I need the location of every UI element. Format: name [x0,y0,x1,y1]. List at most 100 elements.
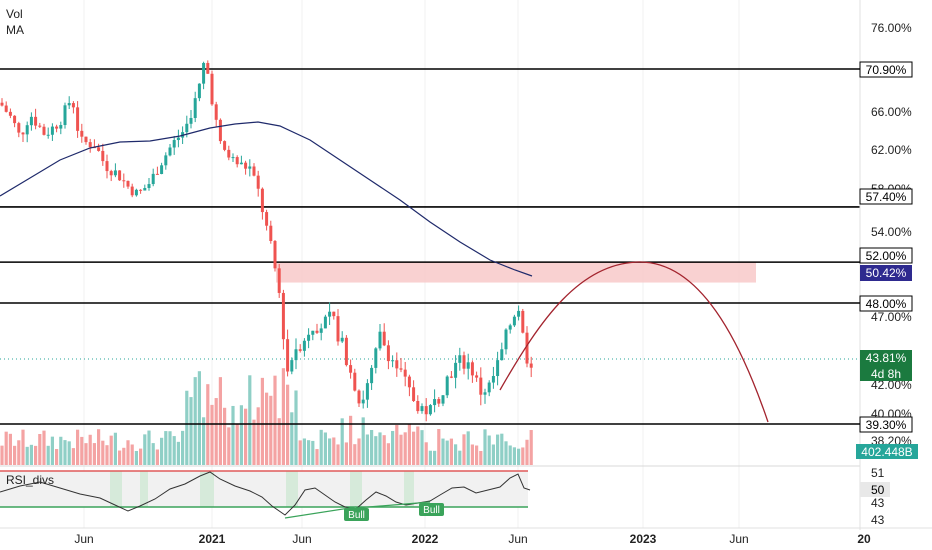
candle-body [134,189,138,196]
candle-body [0,102,4,106]
volume-bar [462,434,466,465]
svg-text:4d 8h: 4d 8h [871,367,901,381]
candle-body [176,137,180,141]
candle-body [332,311,336,317]
volume-bar [176,441,180,465]
rsi-highlights [110,471,414,507]
candle-body [63,105,67,126]
candle-body [38,125,42,127]
volume-bar [252,419,256,465]
candle-body [399,368,403,370]
candle-body [491,376,495,383]
volume-bar [382,435,386,465]
candle-body [84,136,88,143]
candle-body [139,189,143,191]
volume-bar [323,432,327,465]
candle-body [193,98,197,118]
volume-bar [508,445,512,465]
candle-body [353,372,357,391]
volume-bar [298,440,302,465]
volume-bar [458,450,462,465]
volume-bar [487,435,491,465]
candle-body [403,369,407,377]
volume-bar [210,404,214,465]
candle-body [25,125,29,135]
volume-bar [517,448,521,465]
rsi-tick: 51 [871,466,885,480]
volume-bar [193,377,197,465]
vol-legend[interactable]: Vol [6,7,23,21]
candle-body [46,134,50,136]
rsi-highlight [140,471,148,507]
candle-body [113,170,117,176]
candle-body [336,316,340,342]
candle-body [391,360,395,362]
candle-body [80,130,84,137]
volume-bar [38,433,42,465]
svg-text:39.30%: 39.30% [866,418,907,432]
candle-body [315,330,319,333]
bull-divergence-line-2 [355,501,431,509]
volume-bar [147,430,151,465]
candle-body [210,73,214,105]
volume-bar [386,443,390,465]
volume-bar [80,436,84,465]
rsi-legend[interactable]: RSI_divs [6,473,54,487]
candle-body [214,104,218,120]
candle-body [29,116,33,126]
candle-body [420,406,424,412]
bull-label-2: Bull [419,503,444,516]
candle-body [483,392,487,395]
volume-bar [428,450,432,465]
volume-bar [521,447,525,465]
candle-body [202,62,206,84]
candle-body [441,395,445,404]
volume-bar [437,429,441,465]
candle-body [319,328,323,333]
volume-bar [189,397,193,465]
svg-text:Bull: Bull [348,510,365,521]
rsi-highlight [110,471,122,507]
candle-body [34,116,38,126]
volume-bar [374,436,378,465]
candle-body [344,337,348,366]
volume-bar [105,445,109,465]
volume-bar [399,434,403,465]
time-axis[interactable]: Jun 2021 Jun 2022 Jun 2023 Jun 20 [0,527,932,546]
volume-label: 402.448B [856,444,918,459]
level-label-57-40: 57.40% [859,188,913,205]
volume-bar [55,449,59,465]
x-tick: Jun [729,532,748,546]
volume-bar [315,449,319,465]
volume-bar [71,448,75,465]
volume-bar [126,440,130,465]
candle-body [8,111,12,116]
volume-bar [214,398,218,465]
price-axis[interactable]: 76.00% 66.00% 62.00% 58.00% 54.00% 47.00… [856,0,918,530]
candle-body [529,363,533,368]
volume-bar [185,390,189,465]
volume-bar [244,408,248,465]
candle-body [328,311,332,317]
volume-bar [223,407,227,465]
volume-bar [286,384,290,465]
rsi-line [0,471,531,516]
ma-legend[interactable]: MA [6,23,24,37]
candle-body [298,349,302,351]
y-tick: 47.00% [871,310,912,324]
candle-body [147,184,151,189]
volume-bar [92,443,96,465]
candle-body [71,103,75,108]
candle-body [445,376,449,396]
volume-bar [0,445,4,465]
x-tick: 2021 [199,532,226,546]
candle-body [424,406,428,415]
volume-bar [84,443,88,465]
volume-bar [164,431,168,465]
level-label-70-90: 70.90% [859,61,913,78]
candle-body [189,117,193,124]
y-tick: 66.00% [871,105,912,119]
volume-bar [525,439,529,465]
x-tick: 20 [857,532,871,546]
